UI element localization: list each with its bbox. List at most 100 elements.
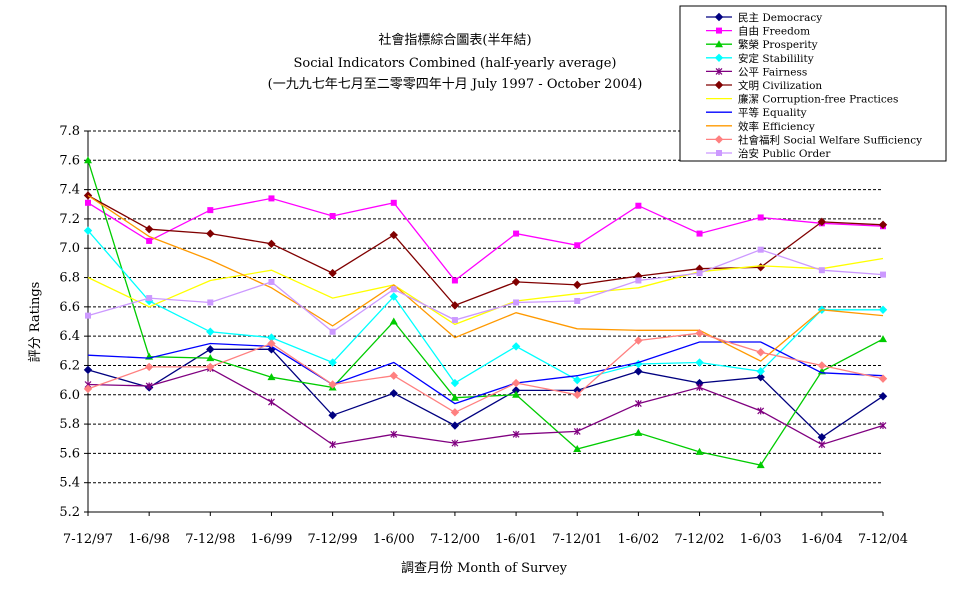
series-11 xyxy=(85,246,886,335)
series-11-point xyxy=(146,295,153,302)
x-tick-label: 7-12/98 xyxy=(185,532,235,547)
series-11-point xyxy=(85,312,91,319)
legend-marker xyxy=(715,67,723,75)
x-tick-label: 7-12/00 xyxy=(430,532,480,547)
x-tick-label: 1-6/00 xyxy=(373,532,415,547)
series-4-point xyxy=(756,367,765,376)
series-11-point xyxy=(451,317,458,324)
series-10-point xyxy=(878,374,888,383)
legend-item-label: 安定 Stabilility xyxy=(738,52,814,65)
y-axis-label: 評分 Ratings xyxy=(28,282,43,363)
series-5-point xyxy=(268,398,275,406)
x-tick-label: 1-6/99 xyxy=(251,532,293,547)
chart-subtitle: Social Indicators Combined (half-yearly … xyxy=(294,56,617,71)
series-4-point xyxy=(206,327,215,336)
x-tick-label: 1-6/02 xyxy=(617,532,659,547)
series-4-point xyxy=(511,342,521,351)
series-5-point xyxy=(145,382,153,390)
y-tick-label: 7.2 xyxy=(59,212,80,227)
series-6-point xyxy=(144,224,154,234)
series-4-point xyxy=(695,358,704,367)
y-tick-label: 7.6 xyxy=(59,153,80,168)
series-1-point xyxy=(328,411,337,420)
y-tick-label: 6.6 xyxy=(59,300,80,315)
y-tick-label: 5.2 xyxy=(59,505,80,520)
legend-item-label: 自由 Freedom xyxy=(738,25,810,38)
legend-item-label: 民主 Democracy xyxy=(738,12,822,24)
y-tick-label: 6.2 xyxy=(59,358,80,373)
axes xyxy=(87,131,883,513)
series-2-point xyxy=(329,212,336,219)
legend-item-label: 社會福利 Social Welfare Sufficiency xyxy=(738,133,922,146)
chart-title: 社會指標綜合圖表(半年結) xyxy=(378,32,531,48)
y-tick-label: 6.4 xyxy=(59,329,80,344)
series-11-point xyxy=(329,328,336,335)
series-2-point xyxy=(390,199,397,206)
series-6-point xyxy=(817,217,827,227)
series-5-point xyxy=(818,441,826,449)
x-tick-label: 7-12/99 xyxy=(308,532,358,547)
series-6-point xyxy=(511,277,521,287)
series-3-point xyxy=(634,428,643,436)
series-4-point xyxy=(450,378,460,388)
series-2-point xyxy=(635,202,642,209)
series-6-line xyxy=(87,194,884,307)
series-5-point xyxy=(329,441,337,449)
chart-subtitle-range: (一九九七年七月至二零零四年十月 July 1997 - October 200… xyxy=(268,77,643,92)
series-6-point xyxy=(878,220,888,229)
series-2-point xyxy=(85,199,91,206)
series-2-line xyxy=(87,197,884,282)
series-11-point xyxy=(268,278,275,285)
series-5-point xyxy=(451,439,459,447)
series-10-point xyxy=(389,371,398,380)
series-3-point xyxy=(756,461,765,469)
series-11-point xyxy=(207,299,214,306)
series-2-point xyxy=(513,230,520,237)
series-11-point xyxy=(696,270,703,277)
x-tick-label: 1-6/01 xyxy=(495,532,537,547)
series-5-line xyxy=(87,367,884,446)
series-11-point xyxy=(880,271,886,278)
grid xyxy=(88,130,883,484)
series-4-line xyxy=(87,230,883,384)
series-7 xyxy=(87,257,884,326)
series-8 xyxy=(87,341,884,405)
series-11-point xyxy=(818,267,825,274)
series-2-point xyxy=(696,230,703,237)
series-1-point xyxy=(817,433,827,442)
series-1-point xyxy=(634,367,643,376)
series-6-point xyxy=(206,229,215,238)
legend-marker xyxy=(714,80,724,90)
y-tick-label: 7.8 xyxy=(59,124,80,139)
series-10-point xyxy=(634,336,643,345)
y-tick-label: 5.8 xyxy=(59,417,80,432)
y-tick-label: 5.6 xyxy=(59,446,80,461)
series-6-point xyxy=(267,239,276,249)
series-1-point xyxy=(389,389,398,398)
series-2 xyxy=(85,195,886,284)
legend-marker xyxy=(714,53,724,63)
series-8-line xyxy=(87,341,884,405)
series-5-point xyxy=(573,427,581,435)
series-3-point xyxy=(695,447,704,455)
series-3-point xyxy=(573,444,582,452)
y-tick-label: 6.8 xyxy=(59,271,80,286)
x-tick-label: 7-12/02 xyxy=(674,532,724,547)
series-2-point xyxy=(268,195,275,202)
y-tick-label: 6.0 xyxy=(59,388,80,403)
legend-item-label: 平等 Equality xyxy=(738,106,807,119)
series-10-point xyxy=(817,361,827,370)
series-4-point xyxy=(389,292,398,301)
series-11-point xyxy=(390,286,397,293)
series-10-point xyxy=(328,380,337,389)
legend-box xyxy=(679,5,947,162)
series-4-point xyxy=(83,226,93,235)
x-tick-label: 7-12/04 xyxy=(858,532,908,547)
x-tick-label: 1-6/98 xyxy=(128,532,170,547)
legend-marker xyxy=(714,12,724,22)
series-9-line xyxy=(87,194,884,362)
series-3-point xyxy=(389,317,398,325)
series-6-point xyxy=(450,301,460,310)
legend-item-label: 治安 Public Order xyxy=(738,147,831,160)
series-5-point xyxy=(512,430,520,438)
